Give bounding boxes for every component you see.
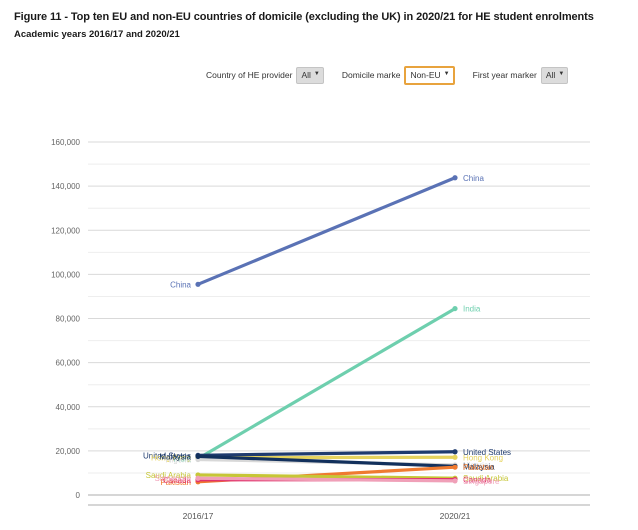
series-label-left: Malaysia <box>159 452 191 461</box>
chevron-down-icon: ▼ <box>313 71 320 77</box>
slope-chart: 0 20,000 40,000 60,000 80,000 100,000 120,000 1… <box>51 138 590 521</box>
filter-dropdown-domicile-marker[interactable]: Non-EU ▼ <box>404 65 455 85</box>
y-axis-tick-label: 100,000 <box>51 270 80 279</box>
series-label-right: Malaysia <box>463 462 495 471</box>
page-title: Figure 11 - Top ten EU and non-EU countr… <box>14 11 594 23</box>
filter-value-domicile-marker: Non-EU <box>410 69 441 80</box>
series-line[interactable] <box>196 473 457 480</box>
filter-bar: Country of HE provider All ▼ Domicile marke… <box>0 63 638 87</box>
series-label-right: Pakistan <box>463 463 494 472</box>
series-label-left: United States <box>143 451 191 460</box>
series-line[interactable] <box>196 176 457 286</box>
series-label-right: Saudi Arabia <box>463 474 509 483</box>
y-axis-tick-label: 140,000 <box>51 182 80 191</box>
series-label-left: Pakistan <box>160 478 191 487</box>
series-singapore[interactable] <box>195 475 458 484</box>
series-endpoint-marker[interactable] <box>195 281 201 287</box>
y-axis-tick-label: 60,000 <box>56 359 81 368</box>
series-label-left: Saudi Arabia <box>146 471 192 480</box>
chevron-down-icon: ▼ <box>443 71 450 77</box>
y-axis-tick-label: 40,000 <box>56 403 81 412</box>
series-label-right: United States <box>463 448 511 457</box>
series-label-right: Singapore <box>463 477 500 486</box>
series-endpoint-marker[interactable] <box>452 464 458 470</box>
chevron-down-icon: ▼ <box>558 71 565 77</box>
series-endpoint-marker[interactable] <box>452 175 458 181</box>
series-china[interactable] <box>195 175 458 287</box>
filter-dropdown-country-of-he-provider[interactable]: All ▼ <box>296 66 324 84</box>
series-line[interactable] <box>196 450 457 457</box>
filter-first-year-marker: First year marker All ▼ <box>473 65 569 85</box>
filter-dropdown-first-year-marker[interactable]: All ▼ <box>540 66 569 84</box>
series-label-right: Canada <box>463 476 492 485</box>
x-axis-tick-label: 2016/17 <box>183 511 214 521</box>
series-label-right: China <box>463 174 484 183</box>
series-label-right: India <box>463 305 481 314</box>
series-endpoint-marker[interactable] <box>452 449 458 455</box>
y-axis-tick-label: 20,000 <box>56 447 81 456</box>
series-label-left: Hong Kong <box>151 454 191 463</box>
chart-area: 0 20,000 40,000 60,000 80,000 100,000 120,000 1… <box>0 95 638 530</box>
y-axis-tick-label: 80,000 <box>56 315 81 324</box>
series-label-left: China <box>170 280 191 289</box>
filter-value-first-year-marker: All <box>545 69 556 80</box>
series-endpoint-marker[interactable] <box>195 475 201 481</box>
series-endpoint-marker[interactable] <box>452 305 458 312</box>
filter-label-country-of-he-provider: Country of HE provider <box>206 69 293 80</box>
series-endpoint-marker[interactable] <box>452 478 458 484</box>
y-axis-tick-label: 0 <box>76 491 81 500</box>
series-line[interactable] <box>196 476 457 483</box>
y-axis-tick-label: 120,000 <box>51 226 80 235</box>
series-label-left: India <box>174 455 192 464</box>
series-endpoint-marker[interactable] <box>195 453 201 459</box>
filter-value-country-of-he-provider: All <box>301 69 311 80</box>
filter-label-first-year-marker: First year marker <box>472 69 537 80</box>
x-axis-tick-label: 2020/21 <box>440 511 471 521</box>
series-endpoint-marker[interactable] <box>452 454 458 460</box>
series-label-left: Singapore <box>155 474 192 483</box>
y-axis-tick-label: 160,000 <box>51 138 80 147</box>
filter-label-domicile-marker: Domicile marke <box>341 69 401 80</box>
series-label-right: Hong Kong <box>463 453 503 462</box>
series-label-right: Nigeria <box>463 461 489 470</box>
series-label-left: Canada <box>163 476 192 485</box>
figure-header: Figure 11 - Top ten EU and non-EU countr… <box>0 0 638 41</box>
series-india[interactable] <box>195 305 458 462</box>
series-label-left: Nigeria <box>166 455 192 464</box>
series-line[interactable] <box>196 306 457 461</box>
page-subtitle: Academic years 2016/17 and 2020/21 <box>14 29 180 40</box>
filter-country-of-he-provider: Country of HE provider All ▼ <box>206 65 324 85</box>
filter-domicile-marker: Domicile marke Non-EU ▼ <box>342 65 455 85</box>
series-line[interactable] <box>196 454 457 468</box>
